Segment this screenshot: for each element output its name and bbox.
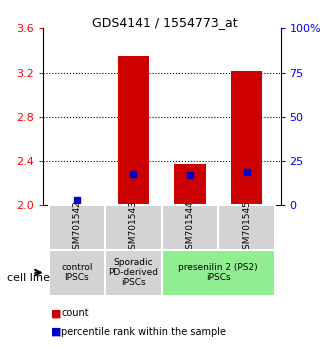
Text: GSM701542: GSM701542 [72, 200, 81, 255]
Text: Sporadic
PD-derived
iPSCs: Sporadic PD-derived iPSCs [109, 258, 158, 287]
Bar [105, 250, 162, 296]
Bar [162, 205, 218, 250]
Bar [105, 205, 162, 250]
Text: cell line: cell line [7, 273, 50, 283]
Text: GDS4141 / 1554773_at: GDS4141 / 1554773_at [92, 16, 238, 29]
Text: control
IPSCs: control IPSCs [61, 263, 93, 282]
Text: ■: ■ [51, 327, 62, 337]
Bar [231, 72, 262, 205]
Text: count: count [61, 308, 89, 318]
Bar [49, 205, 105, 250]
Bar [162, 250, 275, 296]
Bar [175, 164, 206, 205]
Text: GSM701543: GSM701543 [129, 200, 138, 255]
Text: GSM701545: GSM701545 [242, 200, 251, 255]
Text: percentile rank within the sample: percentile rank within the sample [61, 327, 226, 337]
Bar [49, 250, 105, 296]
Bar [218, 205, 275, 250]
Bar [61, 204, 92, 205]
Bar [118, 56, 149, 205]
Text: presenilin 2 (PS2)
iPSCs: presenilin 2 (PS2) iPSCs [179, 263, 258, 282]
Text: ■: ■ [51, 308, 62, 318]
Text: GSM701544: GSM701544 [185, 200, 194, 255]
